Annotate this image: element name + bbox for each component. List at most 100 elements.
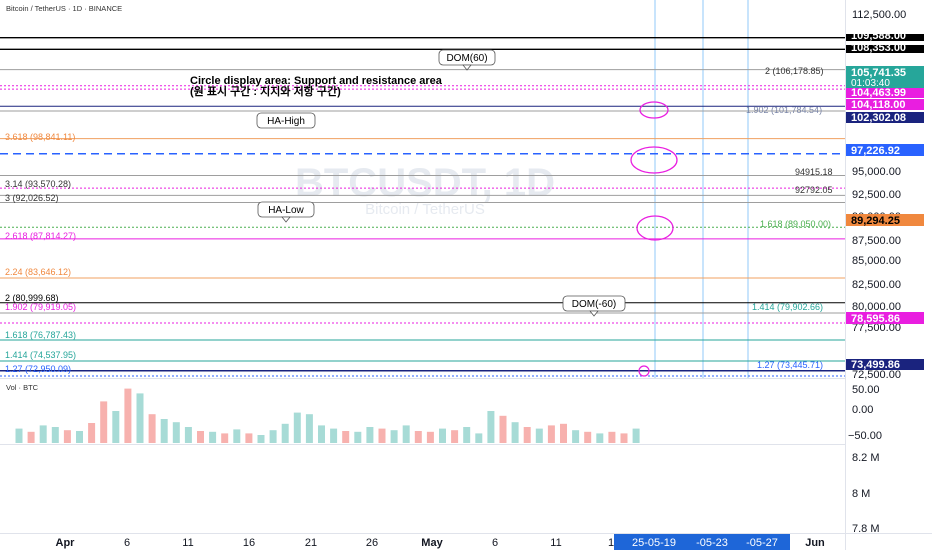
fib-label-314: 3.14 (93,570.28) [5, 179, 71, 189]
callout-ha-low[interactable]: HA-Low [257, 201, 315, 223]
volume-bar [463, 427, 471, 443]
price-tags: 109,588.00108,353.00105,741.3501:03:4010… [846, 30, 924, 371]
price-tag: 109,588.00 [846, 30, 924, 42]
volume-bar [148, 414, 156, 443]
volume-bar [184, 427, 192, 443]
callout-dom-top-text: DOM(60) [446, 53, 487, 64]
callout-dom-bottom[interactable]: DOM(-60) [562, 295, 626, 317]
fib-labels: 2 (106,178.85) 1.902 (101,784.54) 3.618 … [5, 66, 833, 374]
time-label-apr: Apr [56, 537, 76, 549]
time-label-16: 16 [243, 537, 255, 549]
volume-bar [245, 433, 253, 443]
fib-label-127-left: 1.27 (72,950.09) [5, 364, 71, 374]
volume-bar [221, 433, 229, 443]
volume-bar [620, 433, 628, 443]
event-flag-icon[interactable] [638, 365, 650, 377]
volume-bar [330, 428, 338, 443]
level-lines [0, 37, 845, 377]
price-tick-72500: 72,500.00 [852, 369, 901, 381]
time-label-25-05-19: 25-05-19 [632, 537, 676, 549]
callout-dom-top[interactable]: DOM(60) [438, 49, 496, 71]
fib-label-1902-top: 1.902 (101,784.54) [746, 105, 822, 115]
fib-label-2618: 2.618 (87,814.27) [5, 231, 76, 241]
price-tag-label: 78,595.86 [851, 313, 900, 325]
volume-bar [414, 431, 422, 443]
circle-note-line1: Circle display area: Support and resista… [190, 75, 443, 87]
volume-bar [63, 430, 71, 443]
price-tag-bg [846, 144, 924, 156]
volume-bar [76, 431, 83, 443]
price-tag-bg [846, 88, 924, 98]
volume-bar [499, 415, 507, 443]
volume-bar [596, 433, 604, 443]
volume-bar [136, 393, 144, 443]
fib-label-127-right: 1.27 (73,445.71) [757, 360, 823, 370]
volume-bar [487, 411, 495, 443]
price-tag-label: 109,588.00 [851, 30, 906, 42]
volume-bar [354, 431, 362, 443]
price-tag-bg [846, 34, 924, 41]
price-tag-bg [846, 99, 924, 110]
price-tag-bg [846, 112, 924, 123]
fib-label-3618: 3.618 (98,841.11) [5, 132, 75, 142]
time-label-1: 1 [608, 537, 614, 549]
volume-bars [15, 388, 640, 443]
price-tag: 89,294.25 [846, 214, 924, 227]
volume-bar [100, 401, 108, 443]
volume-bar [378, 428, 386, 443]
time-label-26: 26 [366, 537, 378, 549]
volume-bar [281, 423, 289, 443]
time-label-jun: Jun [805, 537, 825, 549]
volume-bar [15, 428, 23, 443]
volume-tick-minus50: −50.00 [848, 430, 882, 442]
volume-bar [318, 425, 325, 443]
time-label-may: May [421, 537, 443, 549]
fib-label-3: 3 (92,026.52) [5, 193, 59, 203]
volume-bar [88, 423, 96, 443]
price-tag: 108,353.00 [846, 42, 924, 54]
volume-bar [402, 425, 410, 443]
time-label-05-23: -05-23 [696, 537, 728, 549]
volume-bar [608, 431, 616, 443]
indicator-tick-82: 8.2 M [852, 452, 880, 464]
volume-bar [632, 428, 640, 443]
price-tick-80000: 80,000.00 [852, 301, 901, 313]
price-tag-label: 73,499.86 [851, 359, 900, 371]
price-tag-bg [846, 214, 924, 226]
time-axis-range-highlight [614, 534, 790, 550]
price-tag-countdown: 01:03:40 [851, 78, 890, 89]
price-tag-label: 104,118.00 [851, 99, 905, 111]
price-tag-label: 97,226.92 [851, 145, 900, 157]
price-tag-label: 102,302.08 [851, 112, 906, 124]
volume-bar [560, 423, 567, 443]
price-tag-label: 105,741.35 [851, 67, 906, 79]
price-tag-label: 108,353.00 [851, 42, 906, 54]
volume-bar [160, 419, 168, 443]
volume-bar [342, 431, 350, 443]
price-tag: 104,118.00 [846, 99, 924, 111]
fib-label-1902-left: 1.902 (79,919.05) [5, 302, 76, 312]
fib-label-2-top: 2 (106,178.85) [765, 66, 824, 76]
volume-bar [269, 430, 277, 443]
price-tick-87500: 87,500.00 [852, 235, 901, 247]
price-tick-85000: 85,000.00 [852, 255, 901, 267]
price-tag: 104,463.99 [846, 87, 924, 99]
indicator-tick-8: 8 M [852, 488, 870, 500]
time-label-05-27: -05-27 [746, 537, 778, 549]
callout-ha-high[interactable]: HA-High [256, 112, 316, 129]
time-label-21: 21 [305, 537, 317, 549]
volume-bar [51, 427, 59, 443]
fib-label-1618-right: 1.618 (89,050.00) [760, 219, 831, 229]
time-label-11: 11 [182, 537, 193, 549]
price-tag-bg [846, 45, 924, 53]
callout-ha-low-text: HA-Low [268, 205, 304, 216]
time-axis[interactable]: Apr 6 11 16 21 26 May 6 11 1 25-05-19 -0… [56, 537, 826, 549]
volume-bar [535, 428, 543, 443]
indicator-tick-78: 7.8 M [852, 523, 880, 535]
volume-bar [366, 427, 374, 443]
price-tick-95000: 95,000.00 [852, 166, 901, 178]
volume-bar [112, 411, 120, 443]
